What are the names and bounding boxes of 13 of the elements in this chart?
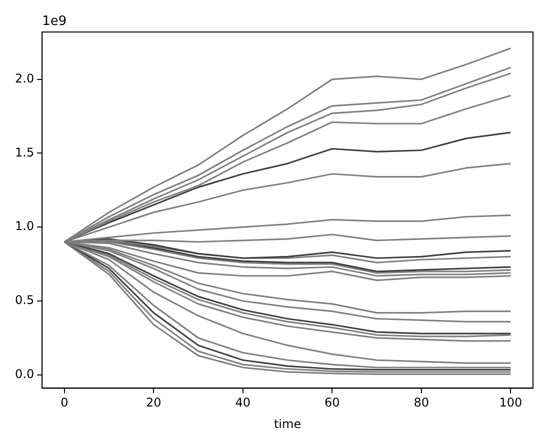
x-tick-label: 100: [499, 396, 522, 410]
y-tick-label: 1.5: [14, 145, 34, 160]
text: 1e9: [42, 14, 67, 29]
y-tick-label: 0.0: [14, 367, 34, 382]
y-tick-label: 1.0: [14, 219, 34, 234]
x-tick-label: 60: [324, 396, 340, 410]
y-tick-label: 0.5: [14, 293, 34, 308]
x-tick-label: 20: [146, 396, 162, 410]
x-tick-label: 40: [235, 396, 251, 410]
y-tick-label: 2.0: [14, 71, 34, 86]
x-axis-title: time: [274, 416, 302, 431]
x-tick-label: 80: [414, 396, 430, 410]
x-tick-label: 0: [60, 396, 68, 410]
